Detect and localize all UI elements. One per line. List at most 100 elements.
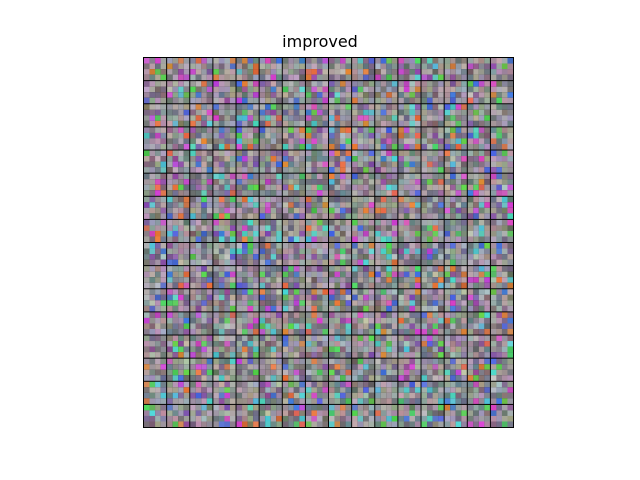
filter-tile bbox=[329, 150, 352, 173]
filter-tile bbox=[259, 81, 282, 104]
filter-tile bbox=[144, 243, 167, 266]
filter-tile bbox=[190, 58, 213, 81]
filter-tile bbox=[398, 58, 421, 81]
filter-tile bbox=[329, 58, 352, 81]
filter-tile bbox=[467, 81, 490, 104]
filter-tile bbox=[144, 219, 167, 243]
filter-tile bbox=[282, 104, 305, 127]
filter-tile bbox=[167, 58, 190, 81]
filter-tile bbox=[467, 358, 490, 381]
filter-tile bbox=[398, 104, 421, 127]
filter-tile bbox=[375, 289, 398, 312]
filter-tile bbox=[190, 243, 213, 266]
filter-tile bbox=[236, 104, 259, 127]
filter-tile bbox=[282, 196, 305, 219]
filter-tile bbox=[282, 81, 305, 104]
filter-tile bbox=[144, 58, 167, 81]
filter-tile bbox=[236, 173, 259, 196]
filter-tile bbox=[167, 196, 190, 219]
filter-tile bbox=[213, 358, 236, 381]
filter-tile bbox=[144, 127, 167, 150]
filter-tile bbox=[259, 289, 282, 312]
filter-tile bbox=[329, 404, 352, 428]
filter-tile bbox=[490, 58, 514, 81]
filter-tile bbox=[236, 381, 259, 404]
filter-tile bbox=[167, 173, 190, 196]
filter-tile bbox=[236, 358, 259, 381]
filter-tile bbox=[352, 104, 375, 127]
filter-tile bbox=[375, 173, 398, 196]
filter-tile bbox=[444, 150, 467, 173]
filter-tile bbox=[421, 335, 444, 358]
filter-tile bbox=[467, 312, 490, 335]
filter-tile bbox=[352, 289, 375, 312]
filter-tile bbox=[375, 58, 398, 81]
filter-tile bbox=[167, 127, 190, 150]
filter-tile bbox=[282, 219, 305, 243]
filter-tile bbox=[444, 58, 467, 81]
filter-tile bbox=[213, 196, 236, 219]
filter-tile bbox=[305, 335, 329, 358]
filter-tile bbox=[144, 104, 167, 127]
filter-tile bbox=[467, 127, 490, 150]
filter-tile bbox=[467, 243, 490, 266]
filter-tile bbox=[444, 219, 467, 243]
filter-tile bbox=[444, 127, 467, 150]
filter-tile bbox=[305, 266, 329, 289]
filter-tile bbox=[190, 289, 213, 312]
filter-tile bbox=[375, 150, 398, 173]
filter-tile bbox=[329, 127, 352, 150]
filter-tile bbox=[352, 335, 375, 358]
filter-tile bbox=[329, 104, 352, 127]
filter-tile bbox=[398, 381, 421, 404]
filter-tile bbox=[398, 312, 421, 335]
filter-tile bbox=[213, 104, 236, 127]
filter-tile bbox=[375, 358, 398, 381]
filter-tile bbox=[398, 173, 421, 196]
filter-tile bbox=[444, 381, 467, 404]
filter-tile bbox=[490, 173, 514, 196]
filter-tile bbox=[282, 243, 305, 266]
filter-tile bbox=[213, 381, 236, 404]
filter-tile bbox=[213, 81, 236, 104]
filter-tile bbox=[398, 266, 421, 289]
filter-tile bbox=[190, 173, 213, 196]
filter-tile bbox=[421, 150, 444, 173]
filter-tile bbox=[282, 335, 305, 358]
filter-tile bbox=[490, 335, 514, 358]
filter-tile bbox=[305, 404, 329, 428]
filter-tile bbox=[490, 289, 514, 312]
filter-tile bbox=[236, 58, 259, 81]
filter-tile bbox=[213, 404, 236, 428]
filter-tile bbox=[444, 104, 467, 127]
filter-tile bbox=[444, 196, 467, 219]
filter-tile bbox=[467, 150, 490, 173]
filter-tile bbox=[375, 104, 398, 127]
filter-tile bbox=[444, 335, 467, 358]
filter-tile bbox=[490, 81, 514, 104]
filter-tile bbox=[282, 58, 305, 81]
filter-tile bbox=[305, 173, 329, 196]
filter-tile bbox=[282, 289, 305, 312]
filter-tile bbox=[190, 358, 213, 381]
filter-tile bbox=[421, 58, 444, 81]
filter-tile bbox=[190, 104, 213, 127]
filter-tile bbox=[329, 381, 352, 404]
filter-tile bbox=[398, 404, 421, 428]
filter-tile bbox=[190, 219, 213, 243]
filter-tile bbox=[236, 219, 259, 243]
filter-tile bbox=[236, 150, 259, 173]
filter-tile bbox=[467, 289, 490, 312]
filter-tile bbox=[236, 196, 259, 219]
filter-tile bbox=[144, 196, 167, 219]
filter-tile bbox=[352, 173, 375, 196]
filter-tile bbox=[167, 289, 190, 312]
filter-tile bbox=[305, 104, 329, 127]
filter-tile bbox=[375, 219, 398, 243]
filter-tile bbox=[144, 289, 167, 312]
filter-tile bbox=[236, 312, 259, 335]
filter-tile bbox=[375, 312, 398, 335]
filter-tile bbox=[144, 358, 167, 381]
filter-tile bbox=[467, 173, 490, 196]
filter-tile bbox=[236, 81, 259, 104]
